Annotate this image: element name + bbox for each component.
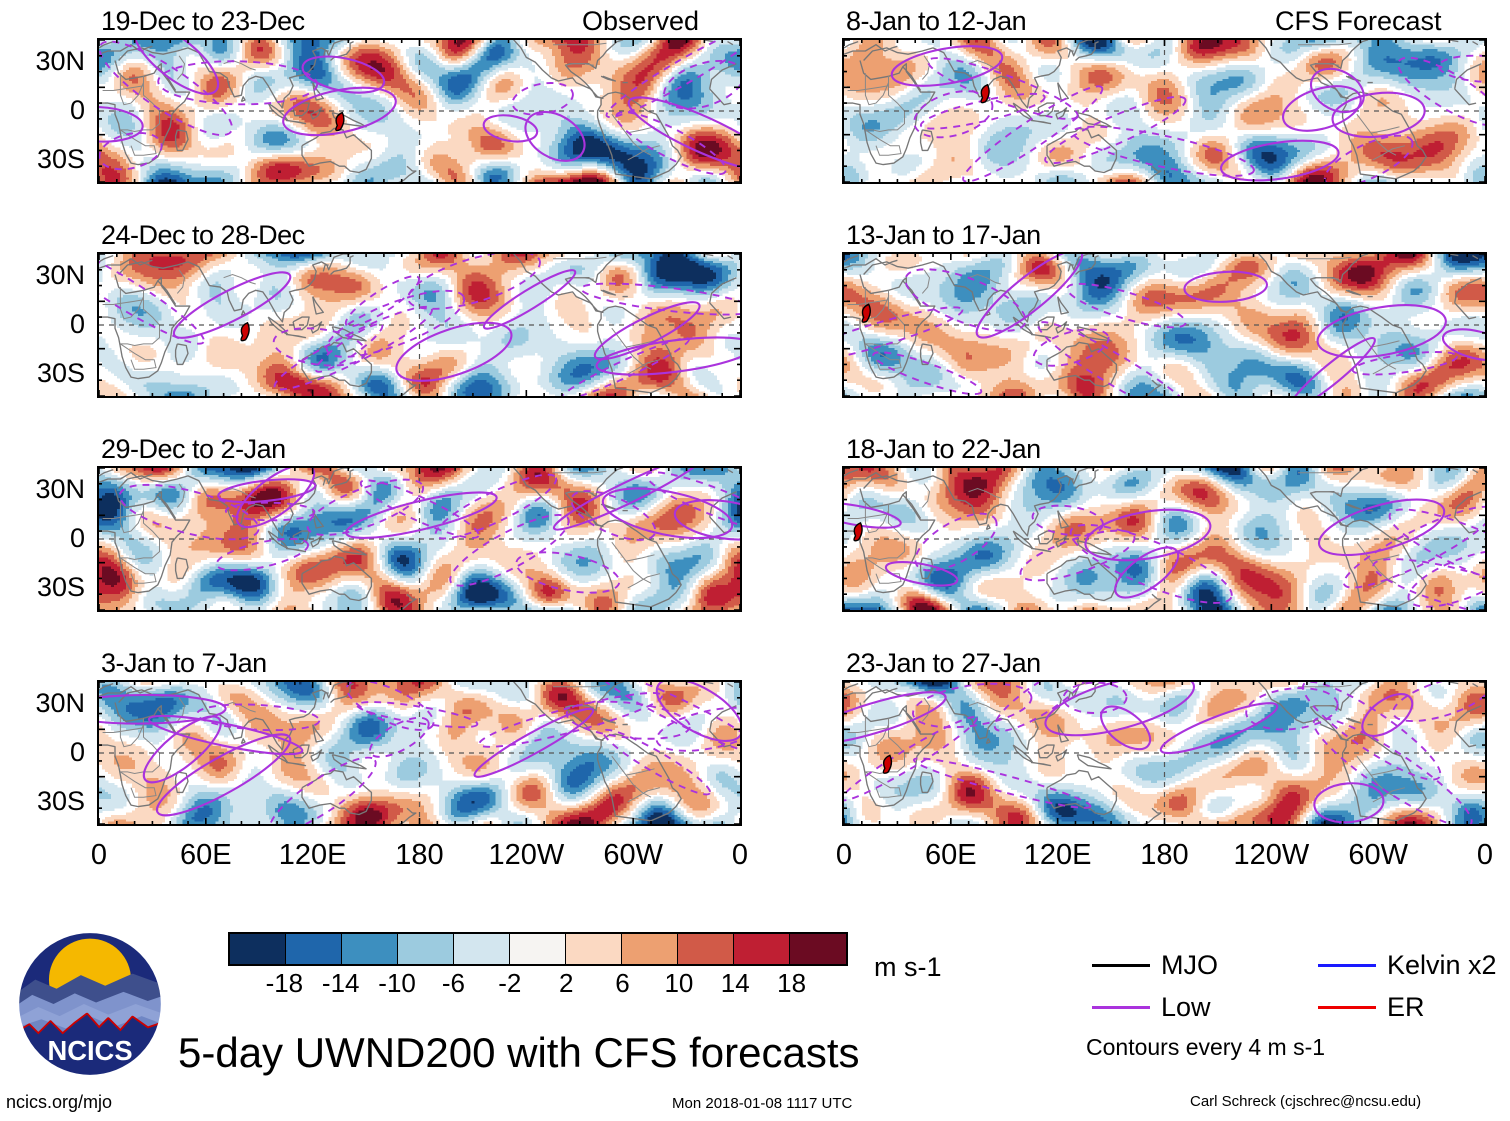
x-tick-0-6: 0	[731, 839, 749, 871]
colorbar-strip	[228, 932, 848, 966]
y-tick-30S: 30S	[36, 143, 85, 174]
colorbar-bin-7	[622, 934, 678, 964]
map-panel-obs-1[interactable]	[97, 38, 742, 184]
y-tick-30N: 30N	[35, 474, 85, 505]
colorbar-tick-4: -2	[498, 968, 522, 998]
legend-line-icon	[1318, 964, 1376, 967]
legend-line-icon	[1092, 964, 1150, 967]
colorbar-tick-8: 14	[720, 968, 750, 998]
legend-entry-er: ER	[1318, 994, 1425, 1021]
legend-entry-low: Low	[1092, 994, 1211, 1021]
y-tick-30S: 30S	[36, 785, 85, 816]
colorbar-bin-1	[286, 934, 342, 964]
x-tick-1-5: 60W	[1348, 839, 1408, 871]
colorbar-bin-9	[734, 934, 790, 964]
map-panel-obs-2[interactable]	[97, 252, 742, 398]
footer-site-link[interactable]: ncics.org/mjo	[6, 1092, 113, 1112]
panel-title-cfs-4: 23-Jan to 27-Jan	[846, 648, 1041, 678]
y-tick-30N: 30N	[35, 46, 85, 77]
colorbar-tick-1: -14	[321, 968, 360, 998]
panel-title-obs-2: 24-Dec to 28-Dec	[101, 220, 305, 250]
colorbar-bin-10	[790, 934, 846, 964]
colorbar-tick-5: 2	[558, 968, 574, 998]
column-header-cfs: CFS Forecast	[1275, 6, 1442, 36]
colorbar-bin-5	[510, 934, 566, 964]
ncics-logo: NCICS	[14, 928, 166, 1080]
x-tick-1-3: 180	[1140, 839, 1189, 871]
legend-label: MJO	[1161, 950, 1218, 980]
x-tick-1-0: 0	[835, 839, 853, 871]
footer-timestamp: Mon 2018-01-08 1117 UTC	[672, 1095, 853, 1112]
panel-title-obs-4: 3-Jan to 7-Jan	[101, 648, 267, 678]
y-tick-30N: 30N	[35, 260, 85, 291]
contour-interval-note: Contours every 4 m s-1	[1086, 1034, 1326, 1060]
panel-title-cfs-2: 13-Jan to 17-Jan	[846, 220, 1041, 250]
legend-entry-mjo: MJO	[1092, 952, 1218, 979]
x-tick-1-2: 120E	[1023, 839, 1092, 871]
legend-label: ER	[1387, 992, 1425, 1022]
map-panel-cfs-2[interactable]	[842, 252, 1487, 398]
panel-title-obs-1: 19-Dec to 23-Dec	[101, 6, 305, 36]
map-panel-cfs-4[interactable]	[842, 680, 1487, 826]
colorbar-bin-8	[678, 934, 734, 964]
colorbar-tick-2: -10	[378, 968, 416, 998]
panel-title-cfs-3: 18-Jan to 22-Jan	[846, 434, 1041, 464]
page-title: 5-day UWND200 with CFS forecasts	[178, 1029, 860, 1076]
colorbar-tick-7: 10	[664, 968, 694, 998]
y-tick-30S: 30S	[36, 571, 85, 602]
colorbar-units: m s-1	[874, 952, 942, 982]
legend-entry-kelvin-x2: Kelvin x2	[1318, 952, 1497, 979]
y-tick-0: 0	[69, 737, 85, 767]
panel-title-obs-3: 29-Dec to 2-Jan	[101, 434, 286, 464]
map-panel-cfs-1[interactable]	[842, 38, 1487, 184]
colorbar-tick-9: 18	[777, 968, 807, 998]
colorbar-bin-6	[566, 934, 622, 964]
y-tick-0: 0	[69, 523, 85, 553]
x-tick-0-0: 0	[90, 839, 108, 871]
x-tick-1-6: 0	[1476, 839, 1494, 871]
map-panel-cfs-3[interactable]	[842, 466, 1487, 612]
panel-title-cfs-1: 8-Jan to 12-Jan	[846, 6, 1027, 36]
x-tick-0-3: 180	[395, 839, 444, 871]
colorbar-bin-4	[454, 934, 510, 964]
colorbar-tick-6: 6	[615, 968, 630, 998]
x-tick-1-4: 120W	[1233, 839, 1310, 871]
x-tick-1-1: 60E	[925, 839, 977, 871]
column-header-observed: Observed	[582, 6, 700, 36]
footer-author: Carl Schreck (cjschrec@ncsu.edu)	[1190, 1093, 1422, 1110]
legend-label: Low	[1161, 992, 1211, 1022]
x-tick-0-2: 120E	[278, 839, 347, 871]
y-tick-0: 0	[69, 95, 85, 125]
legend-line-icon	[1092, 1006, 1150, 1009]
x-tick-0-1: 60E	[180, 839, 232, 871]
y-tick-0: 0	[69, 309, 85, 339]
colorbar-bin-2	[342, 934, 398, 964]
legend-line-icon	[1318, 1006, 1376, 1009]
y-tick-30S: 30S	[36, 357, 85, 388]
map-panel-obs-3[interactable]	[97, 466, 742, 612]
y-tick-30N: 30N	[35, 688, 85, 719]
map-panel-obs-4[interactable]	[97, 680, 742, 826]
colorbar-tick-3: -6	[441, 968, 466, 998]
legend-label: Kelvin x2	[1387, 950, 1497, 980]
colorbar-tick-0: -18	[265, 968, 304, 998]
colorbar-bin-3	[398, 934, 454, 964]
x-tick-0-5: 60W	[603, 839, 663, 871]
x-tick-0-4: 120W	[488, 839, 565, 871]
colorbar-bin-0	[230, 934, 286, 964]
